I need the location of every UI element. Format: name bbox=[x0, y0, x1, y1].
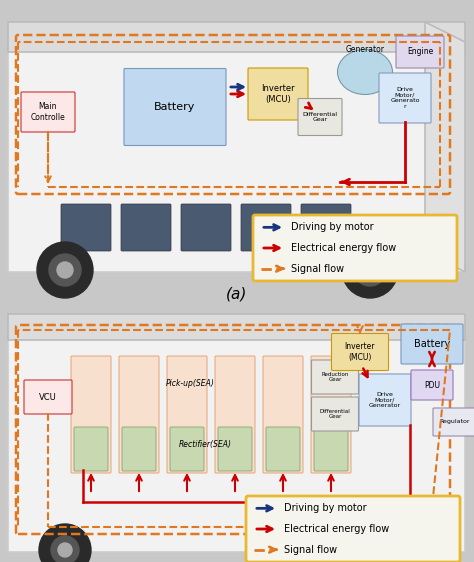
Circle shape bbox=[354, 254, 386, 286]
Circle shape bbox=[342, 242, 398, 298]
Text: Driving by motor: Driving by motor bbox=[291, 223, 374, 232]
FancyBboxPatch shape bbox=[396, 36, 444, 68]
Circle shape bbox=[344, 524, 396, 562]
FancyBboxPatch shape bbox=[314, 427, 348, 471]
Text: (a): (a) bbox=[226, 287, 248, 301]
FancyBboxPatch shape bbox=[311, 360, 358, 394]
Text: Battery: Battery bbox=[414, 339, 450, 349]
Text: Inverter
(MCU): Inverter (MCU) bbox=[261, 84, 295, 104]
Text: Engine: Engine bbox=[407, 48, 433, 57]
FancyBboxPatch shape bbox=[74, 427, 108, 471]
FancyBboxPatch shape bbox=[401, 324, 463, 364]
Ellipse shape bbox=[337, 49, 392, 94]
Text: VCU: VCU bbox=[39, 392, 57, 401]
Text: Rectifier(SEA): Rectifier(SEA) bbox=[179, 439, 231, 448]
Text: Battery: Battery bbox=[155, 102, 196, 112]
FancyBboxPatch shape bbox=[61, 204, 111, 251]
Text: Generator: Generator bbox=[346, 46, 384, 55]
Text: Main
Controlle: Main Controlle bbox=[31, 102, 65, 122]
FancyBboxPatch shape bbox=[21, 92, 75, 132]
Text: Drive
Motor/
Generator: Drive Motor/ Generator bbox=[369, 392, 401, 409]
Circle shape bbox=[363, 543, 377, 557]
FancyBboxPatch shape bbox=[411, 370, 453, 400]
Circle shape bbox=[57, 262, 73, 278]
FancyBboxPatch shape bbox=[246, 496, 460, 562]
FancyBboxPatch shape bbox=[433, 408, 474, 436]
Text: Reduction
Gear: Reduction Gear bbox=[321, 371, 349, 382]
FancyBboxPatch shape bbox=[266, 427, 300, 471]
Text: Signal flow: Signal flow bbox=[284, 545, 337, 555]
Polygon shape bbox=[425, 22, 465, 272]
Text: Signal flow: Signal flow bbox=[291, 264, 344, 274]
FancyBboxPatch shape bbox=[24, 380, 72, 414]
Text: Electrical energy flow: Electrical energy flow bbox=[291, 243, 396, 253]
FancyBboxPatch shape bbox=[124, 69, 226, 146]
FancyBboxPatch shape bbox=[311, 397, 358, 431]
FancyBboxPatch shape bbox=[248, 68, 308, 120]
Text: Differential
Gear: Differential Gear bbox=[302, 112, 337, 123]
Polygon shape bbox=[8, 314, 465, 552]
Text: Regulator: Regulator bbox=[440, 419, 470, 424]
Circle shape bbox=[58, 543, 72, 557]
Text: Differential
Gear: Differential Gear bbox=[319, 409, 350, 419]
Text: PDU: PDU bbox=[424, 380, 440, 389]
FancyBboxPatch shape bbox=[379, 73, 431, 123]
Circle shape bbox=[356, 536, 384, 562]
Text: Pick-up(SEA): Pick-up(SEA) bbox=[165, 379, 214, 388]
FancyBboxPatch shape bbox=[121, 204, 171, 251]
FancyBboxPatch shape bbox=[181, 204, 231, 251]
Text: Inverter
(MCU): Inverter (MCU) bbox=[345, 342, 375, 362]
Text: Electrical energy flow: Electrical energy flow bbox=[284, 524, 389, 534]
Circle shape bbox=[49, 254, 81, 286]
FancyBboxPatch shape bbox=[119, 356, 159, 473]
FancyBboxPatch shape bbox=[253, 215, 457, 281]
Text: Drive
Motor/
Generato
r: Drive Motor/ Generato r bbox=[390, 87, 420, 109]
Circle shape bbox=[51, 536, 79, 562]
FancyBboxPatch shape bbox=[311, 356, 351, 473]
FancyBboxPatch shape bbox=[298, 98, 342, 135]
Circle shape bbox=[362, 262, 378, 278]
Circle shape bbox=[39, 524, 91, 562]
Polygon shape bbox=[8, 22, 465, 272]
FancyBboxPatch shape bbox=[263, 356, 303, 473]
FancyBboxPatch shape bbox=[122, 427, 156, 471]
Polygon shape bbox=[8, 314, 465, 340]
FancyBboxPatch shape bbox=[301, 204, 351, 251]
FancyBboxPatch shape bbox=[215, 356, 255, 473]
Circle shape bbox=[37, 242, 93, 298]
FancyBboxPatch shape bbox=[331, 333, 389, 370]
FancyBboxPatch shape bbox=[170, 427, 204, 471]
Polygon shape bbox=[8, 22, 465, 52]
FancyBboxPatch shape bbox=[359, 374, 411, 426]
Text: Driving by motor: Driving by motor bbox=[284, 504, 366, 513]
FancyBboxPatch shape bbox=[167, 356, 207, 473]
FancyBboxPatch shape bbox=[71, 356, 111, 473]
FancyBboxPatch shape bbox=[218, 427, 252, 471]
FancyBboxPatch shape bbox=[241, 204, 291, 251]
